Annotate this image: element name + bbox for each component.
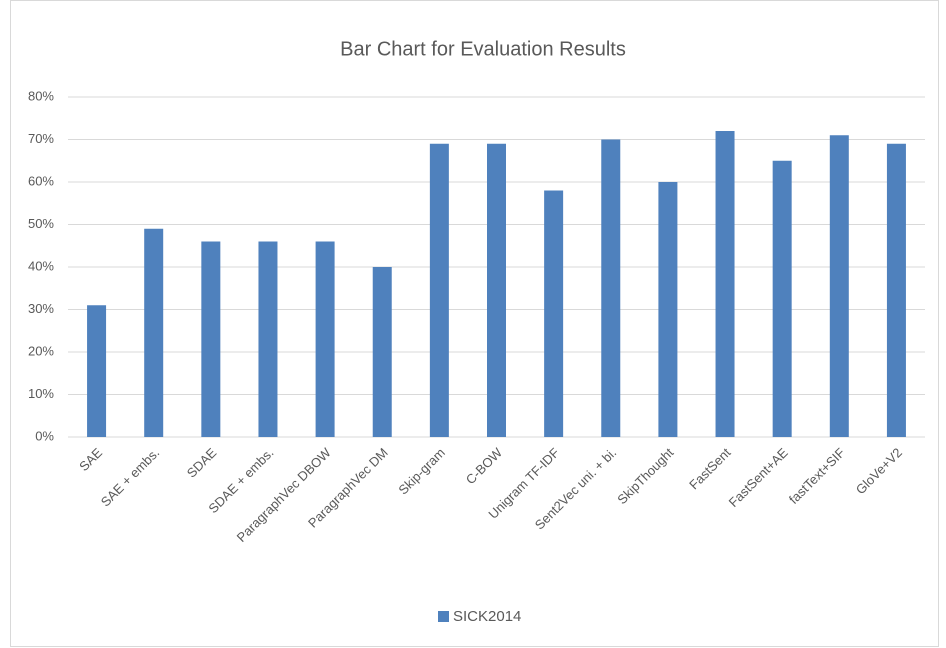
bar (715, 131, 735, 437)
y-tick-label: 20% (28, 343, 54, 358)
bar (658, 182, 678, 437)
y-tick-label: 40% (28, 258, 54, 273)
legend-swatch (438, 611, 449, 622)
bar (315, 241, 335, 437)
chart-title: Bar Chart for Evaluation Results (340, 38, 626, 60)
bar (772, 160, 792, 437)
bar (201, 241, 221, 437)
legend-label: SICK2014 (453, 608, 521, 625)
bar (87, 305, 107, 437)
bar (487, 143, 506, 437)
y-tick-label: 50% (28, 216, 54, 231)
y-tick-label: 30% (28, 301, 54, 316)
y-tick-label: 80% (28, 88, 54, 103)
y-tick-label: 60% (28, 173, 54, 188)
y-tick-label: 0% (35, 428, 54, 443)
bar (429, 143, 449, 437)
bar (886, 143, 906, 437)
bar (829, 135, 849, 437)
bar (258, 241, 278, 437)
bar (144, 228, 164, 437)
bar (372, 267, 392, 437)
y-tick-label: 70% (28, 131, 54, 146)
bar (544, 190, 564, 437)
bar (601, 139, 621, 437)
y-tick-label: 10% (28, 386, 54, 401)
